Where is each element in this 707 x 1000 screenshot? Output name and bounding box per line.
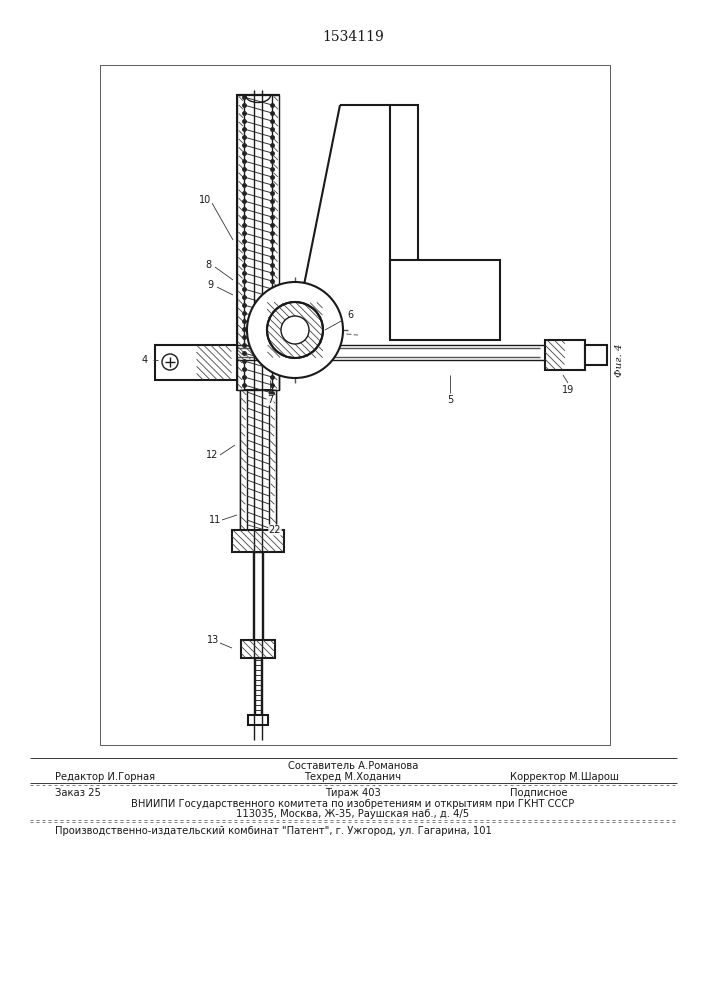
Text: 4: 4 [142, 355, 148, 365]
Bar [240, 390, 247, 530]
Circle shape [267, 302, 323, 358]
Text: 13: 13 [207, 635, 219, 645]
Bar [237, 95, 279, 390]
Text: ВНИИПИ Государственного комитета по изобретениям и открытиям при ГКНТ СССР: ВНИИПИ Государственного комитета по изоб… [132, 799, 575, 809]
Text: 6: 6 [347, 310, 353, 320]
Text: 11: 11 [209, 515, 221, 525]
Text: 22: 22 [269, 525, 281, 535]
Bar [269, 390, 276, 530]
Text: Составитель А.Романова: Составитель А.Романова [288, 761, 418, 771]
Text: 8: 8 [205, 260, 211, 270]
Text: Корректор М.Шарош: Корректор М.Шарош [510, 772, 619, 782]
Bar [267, 302, 323, 358]
Circle shape [281, 316, 309, 344]
Bar [248, 715, 268, 725]
Bar [100, 65, 610, 745]
Bar [235, 345, 560, 360]
Text: 5: 5 [447, 395, 453, 405]
Text: 1534119: 1534119 [322, 30, 384, 44]
Bar [232, 530, 284, 552]
Circle shape [162, 354, 178, 370]
Bar [241, 640, 275, 658]
Text: Фиг. 4: Фиг. 4 [616, 343, 624, 377]
Text: Заказ 25: Заказ 25 [55, 788, 101, 798]
Bar [240, 390, 276, 530]
Text: 9: 9 [207, 280, 213, 290]
Text: Тираж 403: Тираж 403 [325, 788, 381, 798]
Text: Редактор И.Горная: Редактор И.Горная [55, 772, 155, 782]
Bar [253, 552, 263, 640]
Text: 12: 12 [206, 450, 218, 460]
Text: 10: 10 [199, 195, 211, 205]
Text: Подписное: Подписное [510, 788, 568, 798]
Bar [196, 345, 232, 380]
Bar [545, 340, 585, 370]
Bar [237, 95, 244, 390]
Bar [390, 260, 500, 340]
Text: Техред М.Ходанич: Техред М.Ходанич [305, 772, 402, 782]
Bar [272, 95, 279, 390]
Bar [272, 95, 279, 390]
Bar [269, 390, 276, 530]
Text: 113035, Москва, Ж-35, Раушская наб., д. 4/5: 113035, Москва, Ж-35, Раушская наб., д. … [236, 809, 469, 819]
Bar [237, 95, 244, 390]
Text: 7: 7 [267, 395, 273, 405]
Bar [241, 640, 275, 658]
Text: Производственно-издательский комбинат "Патент", г. Ужгород, ул. Гагарина, 101: Производственно-издательский комбинат "П… [55, 826, 492, 836]
Bar [545, 340, 565, 370]
Text: 19: 19 [562, 385, 574, 395]
Bar [240, 390, 247, 530]
Bar [585, 345, 607, 365]
Bar [390, 105, 418, 335]
Bar [255, 658, 261, 718]
Bar [232, 530, 284, 552]
Circle shape [247, 282, 343, 378]
Bar [155, 345, 237, 380]
Bar [235, 345, 295, 360]
